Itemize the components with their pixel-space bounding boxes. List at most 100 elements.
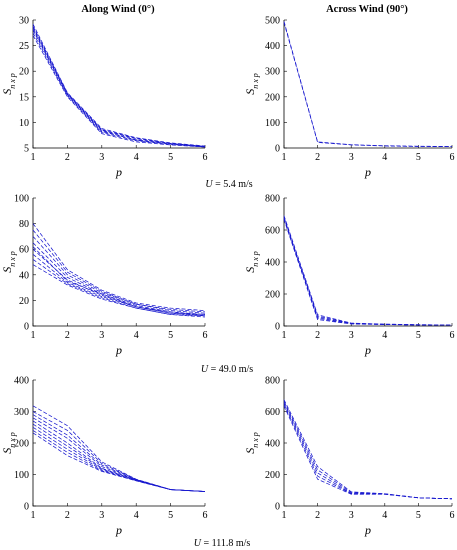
row-caption-1-var: U [205,179,213,190]
along-u49.0-xlabel: p [115,343,122,357]
across-u5.4-xlabel: p [364,165,371,179]
along-u111.8-series-4 [32,417,206,492]
row-caption-3-var: U [194,538,202,549]
across-u49.0-ytick-label-400: 400 [265,258,280,269]
across-u111.8-axes [283,380,452,507]
along-u5.4-xtick-label-5: 5 [168,152,173,163]
across-u5.4-xtick-label-5: 5 [416,152,421,163]
panel-across-u111.8: 1 2 3 4 5 6 0 200 400 600 800 p Sn x p [243,376,455,538]
across-u49.0-ylabel-main: S [243,267,257,273]
along-u49.0-ylabel-main: S [0,267,14,273]
across-u49.0-ytick-label-200: 200 [265,290,280,301]
along-u111.8-xlabel: p [115,523,122,537]
across-u111.8-series-3 [283,402,453,500]
along-u111.8-xtick-label-2: 2 [65,510,70,521]
across-u111.8-ylabel-main: S [243,448,257,454]
across-u5.4-ylabel-sub: n x p [251,73,260,89]
across-u111.8-series-2 [283,401,453,500]
along-u111.8-series-7 [32,426,206,492]
along-u5.4-ylabel: Sn x p [0,73,17,95]
along-u49.0-axes [32,198,205,327]
across-u5.4-xtick-label-6: 6 [450,152,455,163]
along-u5.4-ytick-label-10: 10 [19,118,29,129]
across-u5.4-xtick-label-4: 4 [382,152,387,163]
panel-across-u49.0: 1 2 3 4 5 6 0 200 400 600 800 p Sn x p [243,194,455,358]
across-u49.0-ytick-label-0: 0 [275,322,280,333]
along-u5.4-series-1 [32,23,206,147]
along-u111.8-series-5 [32,420,206,492]
across-u111.8-ylabel: Sn x p [243,432,260,454]
across-u111.8-ytick-label-600: 600 [265,407,280,418]
across-u5.4-series-2 [283,22,453,148]
title-across-wind: Across Wind (90°) [326,4,408,15]
along-u49.0-xtick-label-1: 1 [31,330,36,341]
along-u5.4-ytick-label-20: 20 [19,67,29,78]
along-u49.0-ytick-label-60: 60 [19,245,29,256]
along-u5.4-xtick-label-2: 2 [65,152,70,163]
along-u111.8-ytick-label-400: 400 [14,376,29,387]
along-u111.8-ytick-label-0: 0 [24,502,29,513]
along-u5.4-series-6 [32,25,206,147]
along-u49.0-series-3 [32,236,206,314]
across-u49.0-xtick-label-1: 1 [282,330,287,341]
along-u5.4-ylabel-main: S [0,89,14,95]
across-u5.4-ytick-label-100: 100 [265,118,280,129]
across-u111.8-xtick-label-5: 5 [416,510,421,521]
row-caption-2: U = 49.0 m/s [201,364,253,375]
across-u5.4-ylabel-main: S [243,89,257,95]
across-u5.4-ytick-label-500: 500 [265,16,280,27]
along-u49.0-xtick-label-2: 2 [65,330,70,341]
along-u49.0-series-9 [32,246,206,317]
along-u49.0-series-2 [32,229,206,313]
along-u111.8-ylabel-main: S [0,448,14,454]
across-u5.4-axes [283,20,452,149]
along-u111.8-series-8 [32,430,206,492]
along-u111.8-ylabel: Sn x p [0,432,17,454]
along-u111.8-series-2 [32,411,206,492]
along-u5.4-series-2 [32,27,206,147]
across-u49.0-axes [283,198,452,327]
along-u5.4-ytick-label-30: 30 [19,16,29,27]
panel-along-u5.4: 1 2 3 4 5 6 5 10 15 20 25 30 p Sn x p [0,16,208,180]
row-caption-3-value: = 111.8 m/s [201,538,250,549]
across-u49.0-ytick-label-800: 800 [265,194,280,205]
across-u5.4-ylabel: Sn x p [243,73,260,95]
across-u5.4-xtick-label-2: 2 [315,152,320,163]
along-u111.8-xtick-label-5: 5 [168,510,173,521]
along-u111.8-series-9 [32,432,206,492]
along-u5.4-ytick-label-5: 5 [24,144,29,155]
row-caption-1-value: = 5.4 m/s [213,179,253,190]
along-u111.8-xtick-label-3: 3 [99,510,104,521]
along-u111.8-ytick-label-100: 100 [14,470,29,481]
across-u5.4-ytick-label-200: 200 [265,92,280,103]
row-caption-3: U = 111.8 m/s [194,538,251,549]
along-u5.4-xtick-label-4: 4 [134,152,139,163]
across-u5.4-ytick-label-300: 300 [265,67,280,78]
along-u49.0-ytick-label-100: 100 [14,194,29,205]
along-u111.8-xtick-label-4: 4 [134,510,139,521]
across-u49.0-xtick-label-5: 5 [416,330,421,341]
along-u111.8-ytick-label-300: 300 [14,407,29,418]
row-caption-1: U = 5.4 m/s [205,179,252,190]
title-along-wind: Along Wind (0°) [81,4,155,15]
along-u49.0-series-6 [32,254,206,317]
along-u5.4-ytick-label-15: 15 [19,92,29,103]
across-u111.8-xtick-label-4: 4 [382,510,387,521]
along-u5.4-xtick-label-1: 1 [31,152,36,163]
along-u49.0-xtick-label-6: 6 [203,330,208,341]
across-u49.0-ytick-label-600: 600 [265,226,280,237]
along-u49.0-ytick-label-80: 80 [19,219,29,230]
along-u49.0-series-4 [32,242,206,315]
row-caption-2-value: = 49.0 m/s [208,364,253,375]
along-u111.8-axes [32,380,205,507]
row-caption-2-var: U [201,364,209,375]
across-u111.8-ytick-label-200: 200 [265,470,280,481]
across-u111.8-xtick-label-3: 3 [349,510,354,521]
across-u111.8-series-5 [283,405,453,500]
along-u5.4-axes [32,20,205,149]
along-u111.8-ytick-label-200: 200 [14,439,29,450]
across-u111.8-ytick-label-400: 400 [265,439,280,450]
along-u49.0-series-5 [32,248,206,315]
across-u49.0-xtick-label-4: 4 [382,330,387,341]
